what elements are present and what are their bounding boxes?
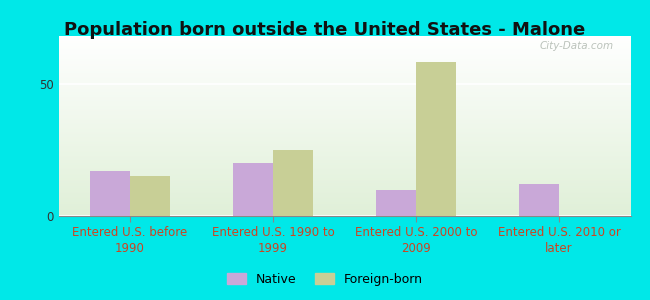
Bar <box>90 171 130 216</box>
Text: City-Data.com: City-Data.com <box>540 41 614 51</box>
Bar <box>519 184 559 216</box>
Bar <box>130 176 170 216</box>
Legend: Native, Foreign-born: Native, Foreign-born <box>222 268 428 291</box>
Bar <box>416 62 456 216</box>
Bar <box>233 163 273 216</box>
Text: Population born outside the United States - Malone: Population born outside the United State… <box>64 21 586 39</box>
Bar <box>376 190 416 216</box>
Bar <box>273 150 313 216</box>
